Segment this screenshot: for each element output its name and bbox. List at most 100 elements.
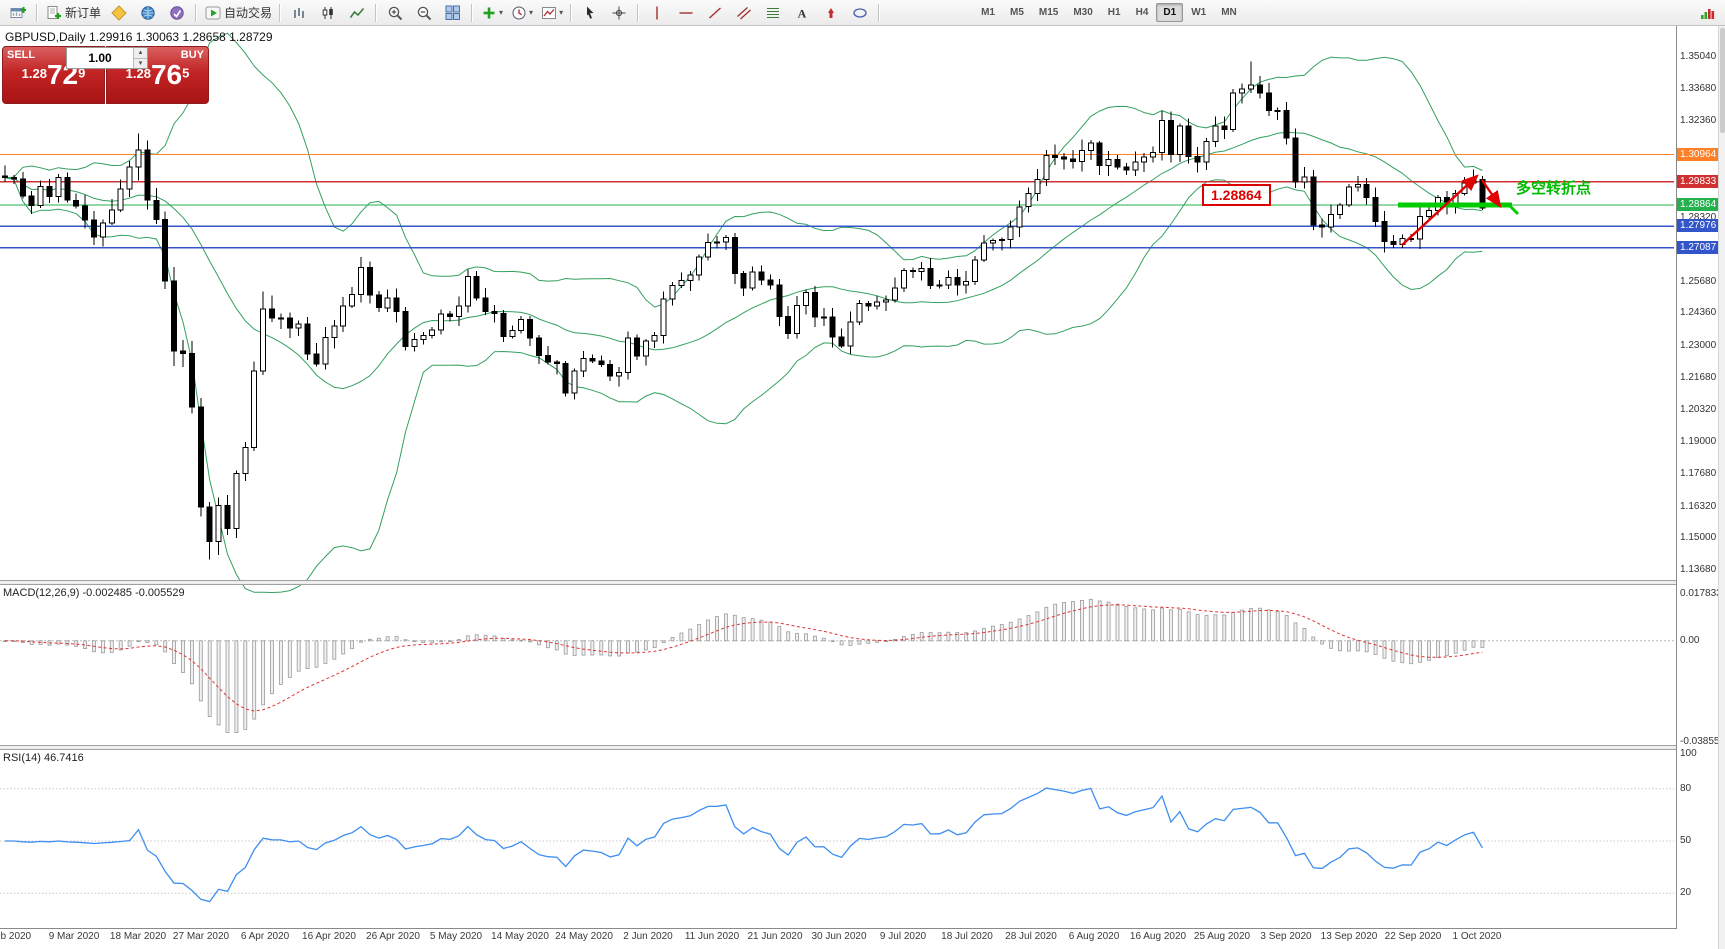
price-tick: 1.35040 bbox=[1680, 51, 1717, 62]
sell-label: SELL bbox=[7, 49, 36, 61]
templates-button[interactable]: ▾ bbox=[537, 1, 566, 25]
chart-window[interactable]: GBPUSD,Daily 1.29916 1.30063 1.28658 1.2… bbox=[0, 26, 1725, 949]
panel-separator[interactable] bbox=[0, 580, 1717, 585]
channel-icon bbox=[737, 6, 752, 19]
price-tick: 1.15000 bbox=[1680, 532, 1717, 543]
rsi-tick: 20 bbox=[1680, 887, 1692, 898]
time-axis[interactable]: Feb 2020 9 Mar 2020 18 Mar 2020 27 Mar 2020… bbox=[0, 931, 1674, 949]
fibonacci-icon bbox=[767, 7, 780, 18]
bar-chart-button[interactable] bbox=[285, 1, 313, 25]
new-order-label: 新订单 bbox=[65, 6, 102, 20]
line-chart-button[interactable] bbox=[343, 1, 371, 25]
date-label: 28 Jul 2020 bbox=[1005, 931, 1057, 942]
autotrading-button[interactable]: 自动交易 bbox=[201, 1, 275, 25]
candlesticks bbox=[2, 61, 1486, 560]
timeframe-h1[interactable]: H1 bbox=[1107, 7, 1121, 18]
arrows-button[interactable] bbox=[817, 1, 845, 25]
shapes-button[interactable] bbox=[846, 1, 874, 25]
text-button[interactable]: A bbox=[788, 1, 816, 25]
timeframe-m1[interactable]: M1 bbox=[981, 7, 995, 18]
price-level-tag: 1.29833 bbox=[1677, 175, 1720, 188]
metaeditor-button[interactable] bbox=[105, 1, 133, 25]
macd-label: MACD(12,26,9) -0.002485 -0.005529 bbox=[3, 587, 185, 599]
support-segment-tick bbox=[1508, 204, 1520, 216]
rsi-indicator bbox=[0, 787, 1674, 903]
volume-input[interactable] bbox=[67, 48, 133, 68]
toolbar-separator bbox=[637, 3, 640, 22]
macd-indicator bbox=[0, 598, 1674, 733]
date-label: 22 Sep 2020 bbox=[1384, 931, 1442, 942]
hline-button[interactable] bbox=[672, 1, 700, 25]
axis-border bbox=[1676, 26, 1677, 929]
trendline-button[interactable] bbox=[701, 1, 729, 25]
timeframe-m5[interactable]: M5 bbox=[1009, 7, 1024, 18]
crosshair-button[interactable] bbox=[605, 1, 633, 25]
chart-canvas[interactable] bbox=[0, 26, 1674, 929]
date-label: 6 Aug 2020 bbox=[1068, 931, 1120, 942]
turning-point-annotation[interactable]: 多空转折点 bbox=[1516, 180, 1592, 197]
scrollbar-thumb[interactable] bbox=[1720, 28, 1725, 133]
date-label: 5 May 2020 bbox=[429, 931, 483, 942]
volume-spinner: ▴ ▾ bbox=[133, 48, 147, 68]
timeframe-w1[interactable]: W1 bbox=[1191, 7, 1207, 18]
macd-tick: 0.017833 bbox=[1680, 588, 1722, 599]
chart-ohlc-title: GBPUSD,Daily 1.29916 1.30063 1.28658 1.2… bbox=[5, 30, 273, 44]
price-axis[interactable]: 1.35040 1.33680 1.32360 1.28320 1.25680 1.243… bbox=[1677, 26, 1725, 929]
price-tick: 1.23000 bbox=[1680, 340, 1717, 351]
zoom-in-button[interactable] bbox=[381, 1, 409, 25]
periods-button[interactable]: ▾ bbox=[507, 1, 536, 25]
trendline-icon bbox=[709, 6, 722, 19]
tile-windows-icon bbox=[445, 5, 461, 20]
crosshair-icon bbox=[612, 6, 626, 19]
price-level-tag: 1.28864 bbox=[1677, 198, 1720, 211]
price-level-annotation[interactable]: 1.28864 bbox=[1202, 184, 1271, 206]
price-tick: 1.17680 bbox=[1680, 468, 1717, 479]
vline-button[interactable] bbox=[643, 1, 671, 25]
dropdown-caret-icon: ▾ bbox=[499, 8, 504, 17]
dropdown-caret-icon: ▾ bbox=[559, 8, 564, 17]
channel-button[interactable] bbox=[730, 1, 758, 25]
timeframe-mn[interactable]: MN bbox=[1221, 7, 1237, 18]
new-chart-button[interactable] bbox=[4, 1, 32, 25]
new-order-button[interactable]: 新订单 bbox=[42, 1, 104, 25]
arrows-icon bbox=[828, 7, 835, 18]
toolbar-separator bbox=[279, 3, 282, 22]
panel-separator[interactable] bbox=[0, 745, 1717, 750]
text-icon: A bbox=[798, 6, 807, 20]
timeframe-m15[interactable]: M15 bbox=[1038, 7, 1059, 18]
volume-up-button[interactable]: ▴ bbox=[134, 48, 147, 58]
timeframe-h4[interactable]: H4 bbox=[1135, 7, 1149, 18]
candlestick-button[interactable] bbox=[314, 1, 342, 25]
signals-button[interactable] bbox=[163, 1, 191, 25]
date-label: 16 Aug 2020 bbox=[1129, 931, 1187, 942]
date-label: 11 Jun 2020 bbox=[684, 931, 740, 942]
fibonacci-button[interactable] bbox=[759, 1, 787, 25]
date-label: 24 May 2020 bbox=[555, 931, 613, 942]
horizontal-level-lines[interactable] bbox=[0, 153, 1674, 249]
market-icon bbox=[141, 5, 155, 20]
indicators-button[interactable]: ▾ bbox=[477, 1, 506, 25]
date-label: 18 Jul 2020 bbox=[941, 931, 993, 942]
line-chart-icon bbox=[349, 7, 365, 18]
connection-bars-icon bbox=[1701, 8, 1715, 19]
drawing-objects[interactable] bbox=[1398, 174, 1520, 246]
cursor-button[interactable] bbox=[576, 1, 604, 25]
macd-tick: -0.038559 bbox=[1680, 736, 1725, 747]
date-label: 1 Oct 2020 bbox=[1452, 931, 1502, 942]
timeframe-m30[interactable]: M30 bbox=[1073, 7, 1093, 18]
zoom-out-button[interactable] bbox=[410, 1, 438, 25]
metaeditor-icon bbox=[111, 4, 127, 21]
timeframe-d1[interactable]: D1 bbox=[1156, 3, 1184, 22]
shapes-icon bbox=[853, 7, 867, 18]
vertical-scrollbar[interactable] bbox=[1718, 26, 1725, 949]
market-button[interactable] bbox=[134, 1, 162, 25]
price-tick: 1.13680 bbox=[1680, 564, 1717, 575]
price-tick: 1.33680 bbox=[1680, 83, 1717, 94]
volume-down-button[interactable]: ▾ bbox=[134, 57, 147, 68]
rsi-tick: 50 bbox=[1680, 835, 1692, 846]
tile-windows-button[interactable] bbox=[439, 1, 467, 25]
connection-bars-button[interactable] bbox=[1693, 1, 1721, 25]
price-tick: 1.24360 bbox=[1680, 307, 1717, 318]
dropdown-caret-icon: ▾ bbox=[529, 8, 534, 17]
